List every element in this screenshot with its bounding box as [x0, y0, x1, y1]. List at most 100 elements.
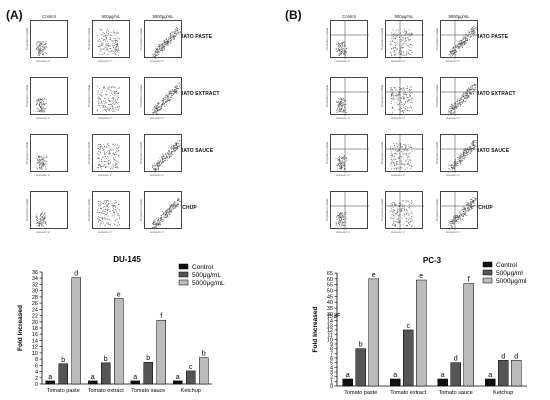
panel-a-label: (A) [6, 8, 23, 22]
bar [173, 380, 183, 385]
bar-letter-label: c [189, 364, 193, 371]
legend-swatch [482, 277, 493, 284]
y-tick-label: 24 [32, 307, 38, 313]
legend-swatch [178, 279, 189, 286]
row-label: TOMATO PASTE [172, 34, 212, 40]
plot-ylabel: Propidium iodide [325, 27, 329, 50]
flow-plot [144, 20, 182, 59]
x-tick-label: Tomato paste [344, 390, 377, 396]
plot-ylabel: Propidium iodide [435, 198, 439, 221]
y-tick-label: 3 [330, 370, 333, 376]
flow-plot [330, 77, 369, 116]
legend-label: Control [192, 264, 214, 271]
y-tick-label: 60 [327, 277, 333, 283]
y-tick-label: 35 [327, 306, 333, 312]
bar [355, 348, 366, 387]
flow-plot [92, 191, 130, 229]
bar-letter-label: a [393, 372, 397, 379]
legend-swatch [482, 269, 493, 276]
y-tick-label: 32 [32, 282, 38, 288]
plot-xlabel: Annexin V [98, 116, 112, 120]
y-tick-label: 50 [327, 289, 333, 295]
x-tick-label: Tomato paste [47, 388, 80, 394]
y-tick-label: 20 [32, 320, 38, 326]
y-tick-label: 30 [327, 312, 333, 318]
bar-letter-label: b [104, 356, 108, 363]
y-tick-label: 0 [330, 384, 333, 390]
y-tick-label: 11 [327, 333, 333, 339]
plot-ylabel: Propidium iodide [139, 198, 143, 221]
bar-letter-label: f [468, 277, 470, 284]
bar-letter-label: d [514, 353, 518, 360]
plot-ylabel: Propidium iodide [25, 141, 29, 164]
y-tick-label: 18 [32, 326, 38, 332]
flow-plot [440, 77, 479, 116]
row-label: TOMATO EXTRACT [172, 91, 220, 97]
plot-ylabel: Propidium iodide [87, 198, 91, 221]
legend-label: Control [496, 262, 518, 269]
plot-ylabel: Propidium iodide [380, 27, 384, 50]
flow-plot [92, 77, 130, 115]
legend-label: 5000μg/mL [192, 280, 225, 287]
plot-ylabel: Propidium iodide [25, 84, 29, 107]
row-label: TOMATO SAUCE [468, 148, 510, 154]
y-tick-label: 13 [327, 323, 333, 329]
y-tick-label: 26 [32, 301, 38, 307]
plot-xlabel: Annexin V [98, 173, 112, 177]
bar [450, 362, 461, 387]
bar [199, 357, 209, 385]
bar [403, 329, 414, 387]
row-label: KETCHUP [172, 205, 197, 211]
flow-plot [440, 20, 479, 59]
y-tick-label: 28 [32, 295, 38, 301]
plot-xlabel: Annexin V [98, 59, 112, 63]
plot-ylabel: Propidium iodide [380, 198, 384, 221]
plot-xlabel: Annexin V [446, 173, 460, 177]
bar-letter-label: a [91, 374, 95, 381]
chart-du145: DU-145024681012141618202224262830323436F… [17, 255, 225, 394]
y-tick-label: 55 [327, 283, 333, 289]
x-tick-label: Ketchup [181, 388, 201, 394]
y-tick-label: 5 [330, 361, 333, 367]
bar-letter-label: a [48, 374, 52, 381]
bar [58, 363, 68, 385]
bar-letter-label: b [359, 342, 363, 349]
plot-xlabel: Annexin V [391, 59, 405, 63]
legend-label: 5000μg/ml [496, 278, 527, 285]
bar [463, 283, 474, 387]
y-tick-label: 2 [35, 376, 38, 382]
plot-ylabel: Propidium iodide [380, 141, 384, 164]
flow-plot [330, 134, 369, 173]
bar [71, 277, 81, 385]
bar [342, 378, 353, 387]
plot-ylabel: Propidium iodide [325, 141, 329, 164]
bar-letter-label: b [61, 357, 65, 364]
y-axis-label: Fold Increased [312, 307, 319, 353]
legend-label: 500μg/ml [496, 270, 523, 277]
y-tick-label: 10 [327, 337, 333, 343]
bar [88, 380, 98, 385]
x-tick-label: Tomato sauce [439, 390, 473, 396]
plot-xlabel: Annexin V [150, 116, 164, 120]
y-tick-label: 16 [32, 332, 38, 338]
plot-xlabel: Annexin V [446, 59, 460, 63]
flow-plot [144, 134, 182, 173]
x-tick-label: Tomato sauce [131, 388, 165, 394]
bar [114, 298, 124, 385]
y-tick-label: 45 [327, 294, 333, 300]
y-tick-label: 8 [330, 347, 333, 353]
y-tick-label: 34 [32, 276, 38, 282]
axis-break-mark [333, 312, 341, 317]
bar [45, 380, 55, 385]
plot-xlabel: Annexin V [391, 230, 405, 234]
plot-xlabel: Annexin V [446, 116, 460, 120]
plot-ylabel: Propidium iodide [25, 198, 29, 221]
y-tick-label: 22 [32, 314, 38, 320]
plot-xlabel: Annexin V [446, 230, 460, 234]
y-tick-label: 40 [327, 300, 333, 306]
column-header: 5000μg/mL [152, 14, 174, 19]
flow-plot [30, 191, 68, 229]
plot-xlabel: Annexin V [336, 230, 350, 234]
bar [390, 378, 401, 387]
flow-plot [30, 20, 68, 58]
